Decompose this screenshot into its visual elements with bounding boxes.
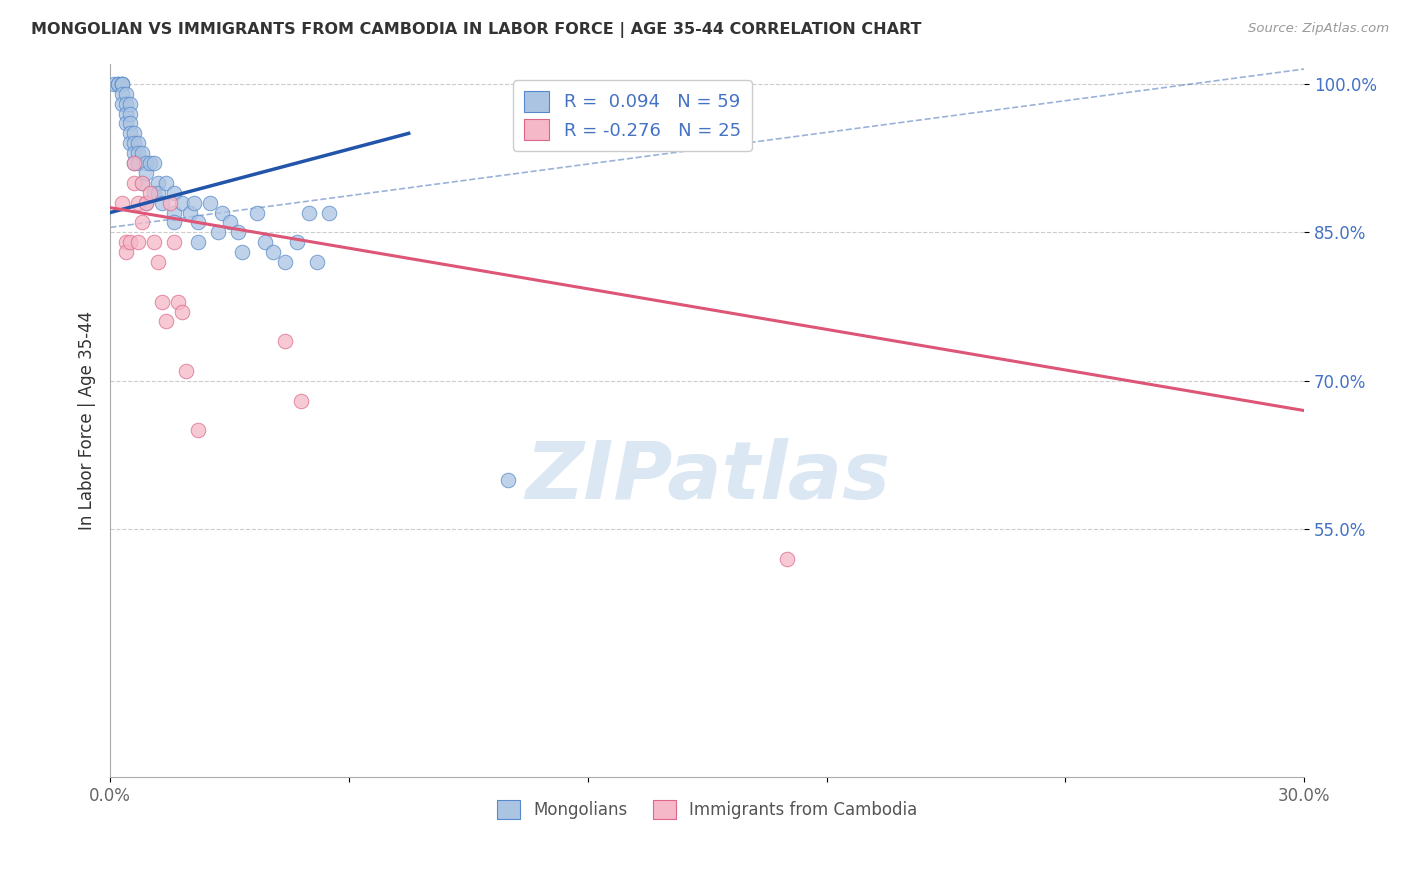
Point bbox=[107, 77, 129, 91]
Point bbox=[246, 205, 269, 219]
Y-axis label: In Labor Force | Age 35-44: In Labor Force | Age 35-44 bbox=[79, 311, 96, 530]
Point bbox=[135, 195, 157, 210]
Point bbox=[111, 77, 134, 91]
Point bbox=[122, 156, 145, 170]
Point bbox=[115, 87, 138, 101]
Point bbox=[139, 186, 162, 200]
Point bbox=[179, 205, 201, 219]
Point bbox=[187, 423, 209, 437]
Text: ZIPatlas: ZIPatlas bbox=[524, 439, 890, 516]
Point bbox=[139, 156, 162, 170]
Point bbox=[150, 195, 173, 210]
Point bbox=[159, 195, 181, 210]
Point bbox=[127, 235, 149, 250]
Point bbox=[131, 176, 153, 190]
Point bbox=[122, 136, 145, 151]
Point bbox=[122, 146, 145, 161]
Point bbox=[122, 127, 145, 141]
Point bbox=[146, 255, 169, 269]
Point bbox=[115, 96, 138, 111]
Point bbox=[127, 195, 149, 210]
Point bbox=[107, 77, 129, 91]
Point bbox=[142, 156, 165, 170]
Point bbox=[163, 235, 186, 250]
Point bbox=[163, 215, 186, 229]
Point bbox=[142, 235, 165, 250]
Point bbox=[127, 136, 149, 151]
Point bbox=[111, 195, 134, 210]
Point bbox=[131, 215, 153, 229]
Point bbox=[115, 245, 138, 260]
Point bbox=[131, 146, 153, 161]
Point bbox=[122, 176, 145, 190]
Point bbox=[146, 176, 169, 190]
Point bbox=[103, 77, 125, 91]
Point bbox=[111, 77, 134, 91]
Point bbox=[115, 235, 138, 250]
Point bbox=[111, 96, 134, 111]
Point bbox=[187, 215, 209, 229]
Point bbox=[155, 176, 177, 190]
Text: MONGOLIAN VS IMMIGRANTS FROM CAMBODIA IN LABOR FORCE | AGE 35-44 CORRELATION CHA: MONGOLIAN VS IMMIGRANTS FROM CAMBODIA IN… bbox=[31, 22, 921, 38]
Point bbox=[226, 225, 249, 239]
Point bbox=[135, 156, 157, 170]
Point bbox=[298, 205, 321, 219]
Point bbox=[170, 195, 193, 210]
Point bbox=[127, 156, 149, 170]
Point bbox=[120, 127, 142, 141]
Point bbox=[115, 106, 138, 120]
Point bbox=[254, 235, 277, 250]
Point bbox=[174, 364, 197, 378]
Point bbox=[120, 116, 142, 130]
Point bbox=[127, 146, 149, 161]
Point bbox=[262, 245, 284, 260]
Point bbox=[120, 136, 142, 151]
Point bbox=[131, 176, 153, 190]
Point bbox=[146, 186, 169, 200]
Point bbox=[776, 552, 799, 566]
Point bbox=[187, 235, 209, 250]
Point bbox=[274, 334, 297, 349]
Point bbox=[318, 205, 340, 219]
Point bbox=[150, 294, 173, 309]
Point bbox=[120, 235, 142, 250]
Point bbox=[198, 195, 221, 210]
Point bbox=[285, 235, 308, 250]
Point bbox=[122, 156, 145, 170]
Point bbox=[274, 255, 297, 269]
Legend: Mongolians, Immigrants from Cambodia: Mongolians, Immigrants from Cambodia bbox=[491, 793, 924, 826]
Point bbox=[163, 205, 186, 219]
Point bbox=[207, 225, 229, 239]
Point bbox=[111, 77, 134, 91]
Point bbox=[135, 166, 157, 180]
Point bbox=[211, 205, 233, 219]
Point bbox=[163, 186, 186, 200]
Point bbox=[142, 186, 165, 200]
Point bbox=[135, 195, 157, 210]
Point bbox=[231, 245, 253, 260]
Point bbox=[170, 304, 193, 318]
Point bbox=[115, 116, 138, 130]
Point bbox=[307, 255, 329, 269]
Point bbox=[218, 215, 240, 229]
Point bbox=[496, 473, 519, 487]
Point bbox=[166, 294, 188, 309]
Point bbox=[155, 314, 177, 328]
Point bbox=[183, 195, 205, 210]
Text: Source: ZipAtlas.com: Source: ZipAtlas.com bbox=[1249, 22, 1389, 36]
Point bbox=[290, 393, 312, 408]
Point bbox=[111, 87, 134, 101]
Point bbox=[120, 96, 142, 111]
Point bbox=[120, 106, 142, 120]
